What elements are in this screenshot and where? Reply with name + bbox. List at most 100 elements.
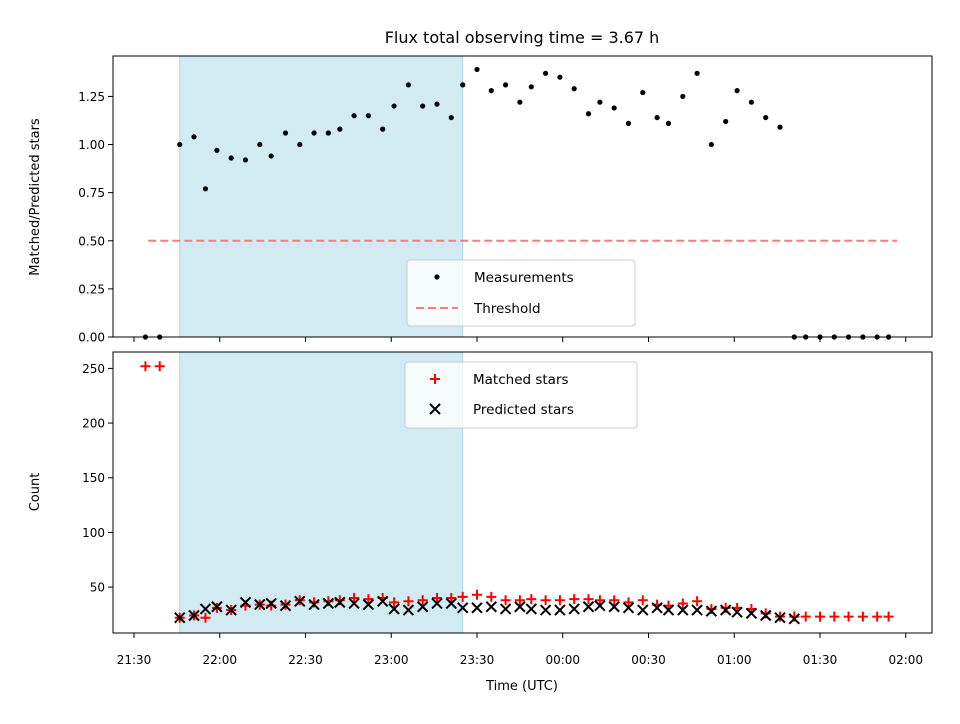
predicted-star-point xyxy=(471,602,483,614)
x-tick-label: 23:00 xyxy=(374,653,409,667)
matched-star-point xyxy=(609,595,620,606)
predicted-star-point xyxy=(637,604,649,616)
measurement-point xyxy=(640,89,646,96)
matched-star-point xyxy=(514,595,525,606)
predicted-star-point xyxy=(308,598,320,611)
measurement-point xyxy=(448,114,454,121)
predicted-star-point xyxy=(239,596,252,609)
predicted-star-point xyxy=(322,597,335,610)
y-tick-label: 0.00 xyxy=(78,331,105,345)
matched-star-point xyxy=(486,591,497,602)
predicted-star-point xyxy=(294,595,306,607)
predicted-star-point xyxy=(416,601,429,613)
measurement-point xyxy=(625,120,632,126)
measurement-point xyxy=(597,99,603,105)
measurement-point xyxy=(680,93,686,100)
measurement-point xyxy=(557,74,563,80)
matched-star-point xyxy=(403,596,414,607)
predicted-star-point xyxy=(554,604,566,616)
matched-star-point xyxy=(815,611,825,622)
measurement-point xyxy=(474,66,480,73)
y-tick-label: 250 xyxy=(82,362,105,376)
predicted-star-point xyxy=(719,604,732,616)
matched-star-point xyxy=(569,594,580,605)
legend-label-predicted: Predicted stars xyxy=(473,402,574,418)
matched-star-point xyxy=(417,595,428,606)
predicted-star-point xyxy=(334,596,346,609)
matched-star-point xyxy=(526,594,537,605)
measurement-point xyxy=(325,130,331,136)
matched-star-point xyxy=(692,596,703,607)
predicted-star-point xyxy=(445,597,457,610)
measurement-point xyxy=(777,124,783,130)
predicted-star-point xyxy=(254,598,266,611)
y-tick-label: 0.25 xyxy=(78,282,105,296)
predicted-star-point xyxy=(608,601,620,613)
matched-star-point xyxy=(446,593,457,604)
legend-marker-matched xyxy=(430,374,440,384)
measurement-point xyxy=(420,103,426,109)
predicted-star-point xyxy=(348,597,360,610)
measurement-point xyxy=(268,153,274,159)
measurement-point xyxy=(380,126,386,132)
predicted-star-point xyxy=(431,597,443,610)
measurement-point xyxy=(434,101,440,107)
bottom-y-axis-label: Count xyxy=(28,473,43,512)
y-tick-label: 50 xyxy=(90,581,105,595)
legend-label-threshold: Threshold xyxy=(473,301,541,317)
legend-frame xyxy=(404,361,638,429)
matched-star-point xyxy=(829,611,840,622)
measurement-point xyxy=(202,186,209,192)
measurement-point xyxy=(528,84,534,90)
predicted-star-point xyxy=(691,604,703,616)
top-panel: 0.00 0.25 0.50 0.75 1.00 1.25 Measurements Thre… xyxy=(78,55,933,345)
predicted-star-point xyxy=(774,611,786,624)
predicted-star-point xyxy=(485,601,497,613)
top-axes-frame xyxy=(112,55,933,338)
x-tick-label: 22:00 xyxy=(202,653,237,667)
matched-star-point xyxy=(623,597,634,608)
measurement-point xyxy=(694,70,700,76)
matched-star-point xyxy=(154,361,165,372)
predicted-star-point xyxy=(402,604,415,616)
x-tick-label: 21:30 xyxy=(117,653,152,667)
measurement-point xyxy=(282,130,289,136)
x-axis-label: Time (UTC) xyxy=(485,679,558,694)
predicted-star-point xyxy=(594,599,606,612)
matched-star-point xyxy=(677,598,688,609)
matched-star-point xyxy=(872,611,883,622)
predicted-star-point xyxy=(376,595,389,607)
measurement-point xyxy=(748,99,755,105)
x-tick-label: 02:00 xyxy=(888,653,923,667)
x-tick-label: 01:00 xyxy=(717,653,752,667)
x-tick-label: 00:00 xyxy=(545,653,580,667)
predicted-star-point xyxy=(582,601,595,613)
legend-label-measurements: Measurements xyxy=(474,270,574,286)
predicted-star-point xyxy=(265,597,277,610)
legend-frame xyxy=(406,259,636,327)
matched-star-point xyxy=(583,594,594,605)
x-tick-label: 22:30 xyxy=(288,653,323,667)
measurement-point xyxy=(654,114,660,121)
measurement-point xyxy=(337,126,343,132)
predicted-star-point xyxy=(525,603,538,615)
matched-star-point xyxy=(140,361,151,372)
measurement-point xyxy=(351,113,357,119)
measurement-point xyxy=(257,141,263,148)
matched-star-point xyxy=(594,595,605,606)
matched-star-point xyxy=(800,611,811,622)
measurement-point xyxy=(311,130,317,136)
matched-star-point xyxy=(637,595,648,606)
bottom-axes-frame xyxy=(112,351,933,634)
top-legend: Measurements Threshold xyxy=(406,259,636,327)
matched-star-point xyxy=(500,595,511,606)
predicted-star-point xyxy=(539,604,552,616)
y-tick-label: 1.25 xyxy=(78,90,105,104)
measurement-point xyxy=(734,88,740,94)
measurement-point xyxy=(611,105,617,111)
predicted-star-point xyxy=(362,598,375,611)
predicted-star-point xyxy=(705,605,718,617)
measurement-point xyxy=(297,141,303,148)
predicted-star-point xyxy=(199,603,212,615)
measurement-point xyxy=(214,147,220,153)
